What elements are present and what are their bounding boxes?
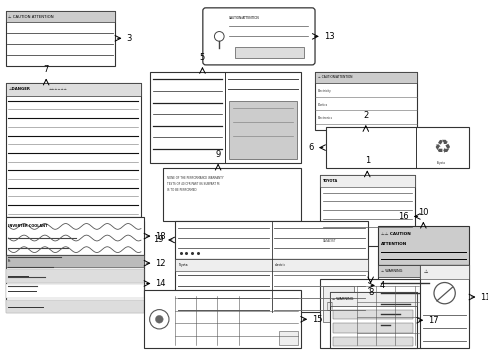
Bar [420,265,468,279]
Bar [5,11,115,66]
Bar [5,83,141,217]
Text: 4: 4 [379,281,384,290]
Bar [174,221,367,259]
Text: ⚠DANGER: ⚠DANGER [8,87,30,91]
Text: Electricity: Electricity [317,89,331,93]
Text: 13: 13 [323,32,334,41]
Text: 12: 12 [155,259,165,268]
Bar [143,290,300,348]
Circle shape [149,310,169,329]
Bar [174,259,367,271]
Bar [5,217,143,256]
Bar [5,269,143,283]
Bar [329,292,416,306]
Text: 19: 19 [152,235,163,244]
Text: ⚠ CAUTION ATTENTION: ⚠ CAUTION ATTENTION [8,14,54,19]
Bar [333,310,412,319]
Text: ⚠ WARNING: ⚠ WARNING [380,269,401,273]
Text: ♻: ♻ [432,138,449,157]
Bar [174,259,367,311]
Text: 7: 7 [43,64,49,73]
Bar [319,175,414,246]
Bar [322,287,353,322]
Text: 8: 8 [367,288,372,297]
Text: ⚠⚠ CAUTION: ⚠⚠ CAUTION [380,232,410,236]
Text: CATALYST: CATALYST [322,239,336,243]
Bar [325,127,468,168]
Text: 10: 10 [417,208,427,217]
Text: ⚠ WARNING: ⚠ WARNING [332,297,353,301]
Bar [228,101,296,159]
Text: 2: 2 [363,111,367,120]
Text: NONE OF THE PERFORMANCE WARRANTY
TESTS OF 40 CFR PART 86 SUBPART M,
IS TO BE PER: NONE OF THE PERFORMANCE WARRANTY TESTS O… [167,176,223,192]
Text: 14: 14 [155,279,165,288]
Bar [5,83,141,96]
Text: INVERTER COOLANT: INVERTER COOLANT [8,224,48,229]
Text: Toyota: Toyota [177,263,187,267]
Text: 3: 3 [126,34,132,43]
FancyBboxPatch shape [203,8,314,65]
Text: 18: 18 [155,231,166,240]
Bar [329,292,416,348]
Text: 15: 15 [311,315,322,324]
Text: TOYOTA: TOYOTA [322,179,337,183]
Bar [234,46,304,58]
Bar [377,317,468,329]
Text: 11: 11 [479,293,488,302]
Bar [163,168,300,221]
Text: electric: electric [274,263,285,267]
Bar [5,221,143,232]
Bar [377,265,468,277]
Bar [377,265,468,329]
Bar [54,284,97,300]
Text: 5: 5 [200,53,204,62]
Text: 🚗: 🚗 [326,300,332,310]
Text: ⚠⚠⚠⚠⚠⚠: ⚠⚠⚠⚠⚠⚠ [49,87,68,91]
Text: 1: 1 [364,157,369,166]
Bar [333,323,412,333]
Text: ATTENTION: ATTENTION [380,242,406,246]
Bar [5,11,115,22]
Text: 9: 9 [215,150,220,159]
Bar [5,300,143,314]
Text: ⚠ CAUTION/ATTENTION: ⚠ CAUTION/ATTENTION [317,76,352,80]
Text: Toyota: Toyota [436,162,446,166]
Bar [319,175,414,187]
Text: CAUTION/ATTENTION: CAUTION/ATTENTION [228,17,259,21]
Bar [314,72,416,83]
Bar [377,226,468,265]
Bar [5,256,143,311]
Text: tft: tft [8,259,12,263]
Bar [149,72,300,163]
Text: ⚠: ⚠ [423,269,427,274]
Text: Plastics: Plastics [317,103,327,107]
Circle shape [155,315,163,323]
Bar [314,72,416,130]
Circle shape [214,32,224,41]
Text: 17: 17 [427,316,438,325]
Bar [333,337,412,346]
Bar [319,279,421,348]
Bar [5,256,143,267]
Bar [420,265,468,348]
Circle shape [433,283,454,304]
Bar [279,331,297,345]
Bar [5,221,143,306]
Text: 6: 6 [308,143,313,152]
Text: 16: 16 [397,212,408,221]
Bar [5,284,143,298]
Text: Electronics: Electronics [317,116,332,120]
